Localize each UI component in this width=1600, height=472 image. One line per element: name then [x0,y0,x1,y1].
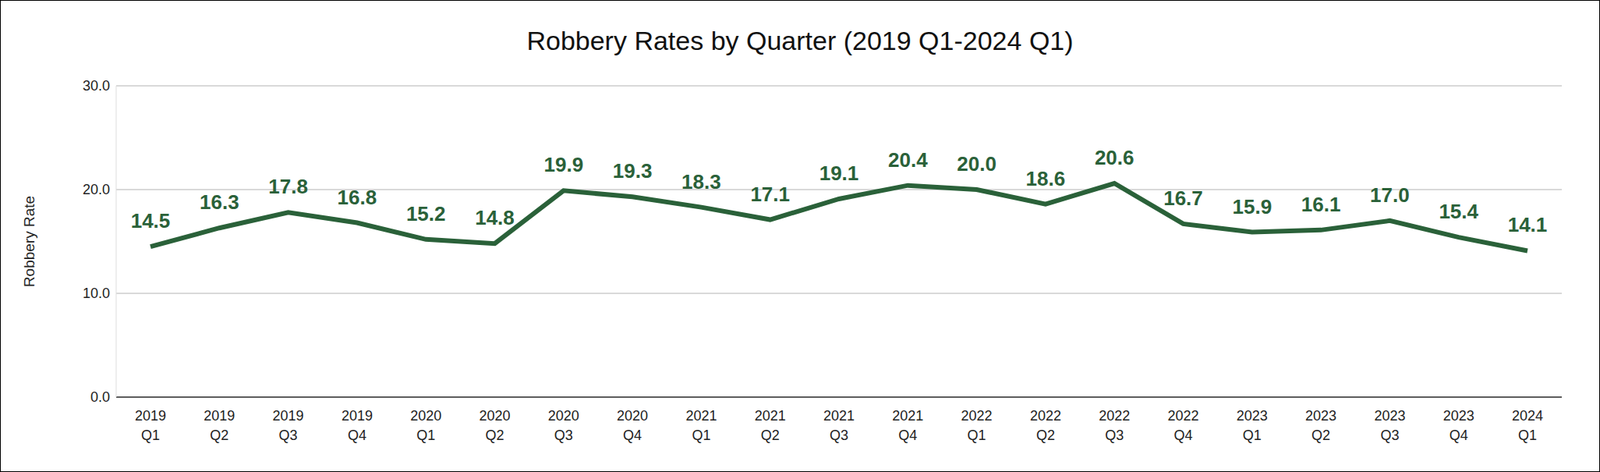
svg-text:2024Q1: 2024Q1 [1511,407,1544,443]
svg-text:2019Q1: 2019Q1 [134,407,167,443]
svg-text:30.0: 30.0 [82,77,110,94]
svg-text:2023Q2: 2023Q2 [1305,407,1337,443]
svg-text:19.9: 19.9 [543,152,584,177]
svg-text:19.3: 19.3 [612,159,653,183]
svg-text:16.7: 16.7 [1163,186,1204,210]
svg-text:20.0: 20.0 [956,152,997,176]
svg-text:2020Q4: 2020Q4 [616,407,648,443]
svg-text:14.5: 14.5 [130,208,171,233]
svg-text:15.9: 15.9 [1231,194,1272,219]
svg-text:2021Q2: 2021Q2 [754,407,786,443]
svg-text:2022Q1: 2022Q1 [961,407,993,443]
svg-text:2023Q1: 2023Q1 [1236,407,1268,443]
svg-text:2021Q3: 2021Q3 [823,407,855,443]
svg-text:2022Q3: 2022Q3 [1098,407,1130,443]
svg-text:Robbery Rate: Robbery Rate [21,195,38,287]
svg-text:2020Q2: 2020Q2 [478,407,510,443]
svg-text:18.6: 18.6 [1026,166,1066,191]
svg-text:2023Q4: 2023Q4 [1443,407,1475,443]
svg-text:2022Q4: 2022Q4 [1167,407,1199,443]
svg-text:17.0: 17.0 [1369,183,1410,207]
svg-text:2020Q1: 2020Q1 [410,407,442,443]
svg-text:2019Q3: 2019Q3 [272,407,305,443]
html-text:Robbery Rates by Quarter (2019: Robbery Rates by Quarter (2019 Q1-2024 Q… [526,25,1074,56]
svg-text:15.2: 15.2 [406,201,447,226]
svg-text:10.0: 10.0 [82,285,110,301]
svg-text:15.4: 15.4 [1438,199,1479,224]
svg-text:0.0: 0.0 [90,389,110,405]
svg-text:2021Q4: 2021Q4 [892,407,924,443]
svg-text:2019Q2: 2019Q2 [203,407,235,443]
svg-text:17.1: 17.1 [750,182,790,206]
svg-text:17.8: 17.8 [268,174,308,199]
svg-text:16.3: 16.3 [199,190,240,214]
svg-text:2022Q2: 2022Q2 [1030,407,1062,443]
svg-text:20.4: 20.4 [888,148,928,172]
svg-text:16.8: 16.8 [337,185,378,209]
svg-text:2019Q4: 2019Q4 [341,407,373,443]
svg-text:14.8: 14.8 [474,205,515,230]
svg-text:16.1: 16.1 [1301,192,1342,216]
svg-text:20.6: 20.6 [1094,145,1135,170]
svg-text:2023Q3: 2023Q3 [1373,407,1406,443]
svg-text:2020Q3: 2020Q3 [548,407,580,443]
svg-text:2021Q1: 2021Q1 [685,407,717,443]
svg-text:14.1: 14.1 [1507,212,1548,237]
svg-text:18.3: 18.3 [681,169,722,194]
svg-text:20.0: 20.0 [82,181,110,198]
svg-text:19.1: 19.1 [819,161,860,185]
